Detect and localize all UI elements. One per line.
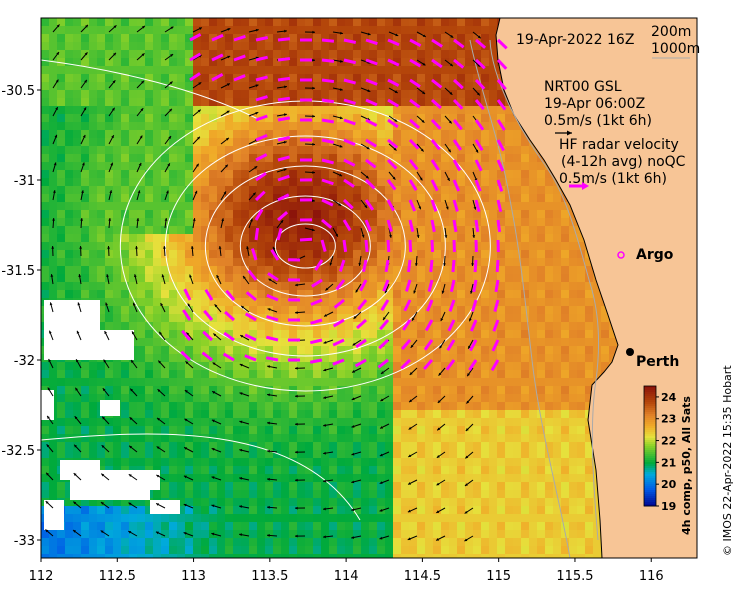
x-tick-label: 115 — [486, 569, 511, 584]
argo-label: Argo — [636, 247, 674, 263]
gsl-title: NRT00 GSL — [544, 79, 622, 95]
colorbar-tick-label: 19 — [661, 500, 676, 513]
colorbar: 24 23 22 21 20 19 — [643, 385, 677, 513]
hf-radar-scale: 0.5m/s (1kt 6h) — [559, 171, 667, 187]
bathymetry-1000m-contour — [469, 39, 571, 558]
x-tick-label: 115.5 — [556, 569, 593, 584]
map-timestamp: 19-Apr-2022 16Z — [516, 32, 634, 48]
gsl-time: 19-Apr 06:00Z — [544, 96, 645, 112]
y-tick-label: -32 — [14, 354, 35, 369]
hf-radar-avg: (4-12h avg) noQC — [561, 154, 686, 170]
colorbar-tick-label: 20 — [661, 478, 677, 491]
gsl-scale: 0.5m/s (1kt 6h) — [544, 113, 652, 129]
hf-radar-title: HF radar velocity — [559, 137, 679, 153]
y-axis-ticks: -30.5 -31 -31.5 -32 -32.5 -33 — [1, 84, 41, 549]
colorbar-tick-label: 21 — [661, 456, 676, 469]
contour-legend-1000m: 1000m — [651, 41, 700, 57]
x-tick-label: 113.5 — [251, 569, 288, 584]
plot-frame — [40, 17, 698, 559]
credit-text: © IMOS 22-Apr-2022 15:35 Hobart — [721, 365, 734, 556]
gsl-scale-arrow — [555, 130, 572, 136]
y-tick-label: -33 — [14, 534, 35, 549]
y-tick-label: -31.5 — [1, 264, 35, 279]
cloud-mask — [41, 300, 180, 530]
colorbar-label: 4h comp, p50, All Sats — [680, 396, 693, 535]
bathymetry-200m-contour — [489, 39, 600, 541]
x-tick-label: 113 — [181, 569, 206, 584]
colorbar-tick-label: 23 — [661, 413, 676, 426]
y-tick-label: -31 — [14, 174, 35, 189]
hf-radar-arrows — [180, 33, 508, 372]
y-tick-label: -30.5 — [1, 84, 35, 99]
argo-float-marker — [617, 251, 625, 259]
contour-legend-200m: 200m — [651, 24, 691, 40]
perth-label: Perth — [636, 354, 679, 370]
x-tick-label: 116 — [639, 569, 664, 584]
x-tick-label: 112.5 — [99, 569, 136, 584]
colorbar-tick-label: 24 — [661, 391, 677, 404]
x-tick-label: 114 — [334, 569, 359, 584]
x-tick-label: 112 — [29, 569, 54, 584]
perth-marker — [626, 348, 634, 356]
hf-radar-scale-arrow — [569, 182, 589, 190]
x-tick-label: 114.5 — [404, 569, 441, 584]
y-tick-label: -32.5 — [1, 444, 35, 459]
colorbar-tick-label: 22 — [661, 435, 676, 448]
x-axis-ticks: 112 112.5 113 113.5 114 114.5 115 115.5 116 — [29, 558, 664, 584]
gsl-velocity-arrows — [45, 24, 482, 542]
